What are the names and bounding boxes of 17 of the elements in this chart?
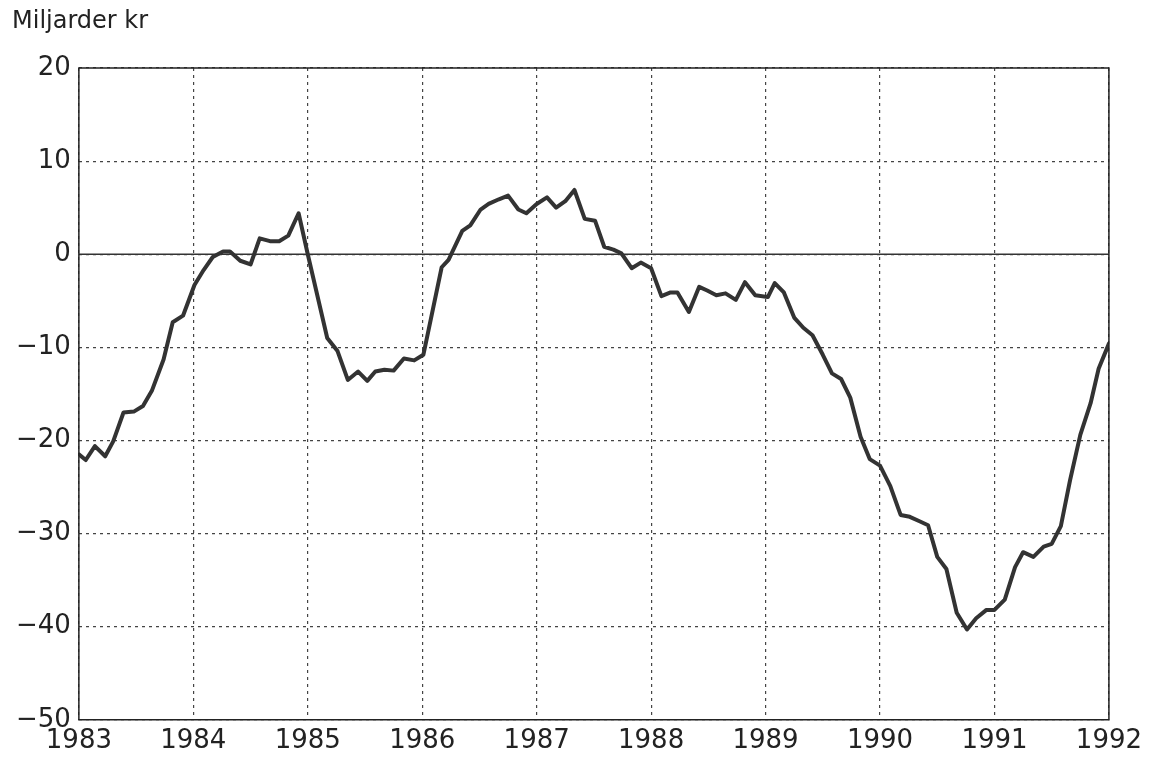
y-tick-label: −20: [15, 423, 71, 454]
y-tick-label: 0: [54, 236, 71, 267]
x-tick-label: 1988: [618, 724, 685, 755]
x-tick-label: 1986: [389, 724, 456, 755]
x-tick-label: 1992: [1075, 724, 1142, 755]
y-tick-label: −40: [15, 609, 71, 640]
x-tick-label: 1991: [961, 724, 1028, 755]
x-tick-label: 1989: [732, 724, 799, 755]
y-axis-title: Miljarder kr: [12, 6, 149, 35]
x-tick-label: 1987: [503, 724, 570, 755]
y-tick-label: 10: [37, 143, 71, 174]
y-tick-label: 20: [37, 50, 71, 81]
y-tick-label: −10: [15, 330, 71, 361]
x-tick-label: 1984: [160, 724, 227, 755]
y-tick-label: −30: [15, 516, 71, 547]
x-tick-label: 1985: [274, 724, 341, 755]
x-tick-label: 1990: [846, 724, 914, 755]
